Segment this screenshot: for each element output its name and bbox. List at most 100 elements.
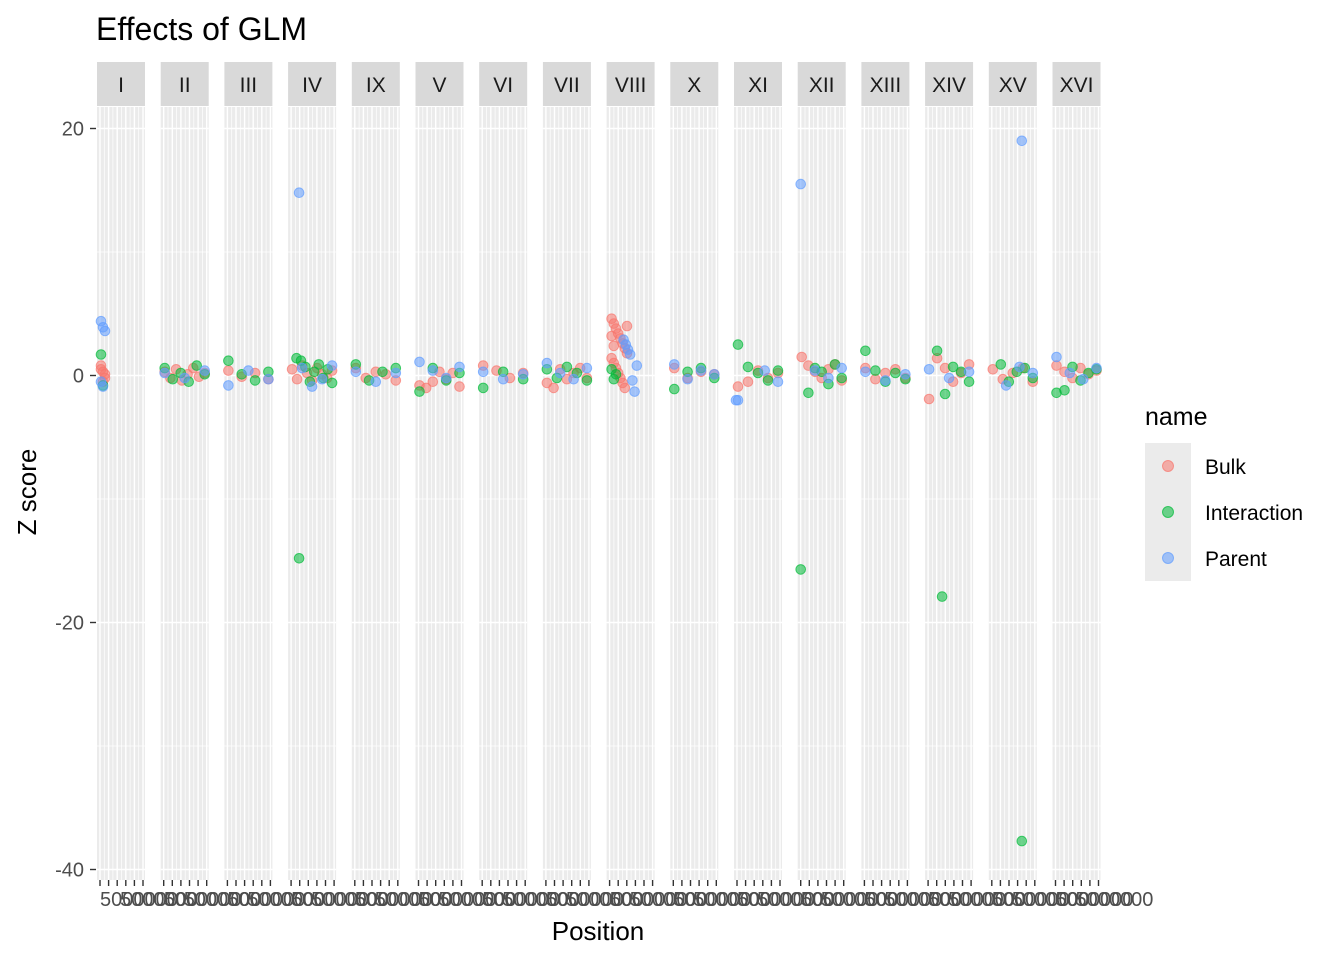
data-point-interaction (762, 375, 774, 386)
data-point-parent (541, 357, 553, 369)
x-tick-label: 5000000 (184, 889, 262, 911)
data-point-parent (923, 364, 935, 375)
chart-title: Effects of GLM (96, 11, 307, 47)
y-axis-title: Z score (12, 449, 42, 536)
data-point-parent (1051, 351, 1062, 363)
data-point-parent (880, 375, 891, 386)
data-point-parent (624, 349, 636, 360)
x-tick-label: 5000000 (482, 889, 560, 911)
data-point-parent (477, 366, 489, 378)
data-point-parent (263, 373, 274, 385)
data-point-interaction (931, 345, 943, 357)
facet-panel (670, 107, 719, 880)
data-point-parent (772, 376, 784, 388)
facet-strip-label: XIV (932, 74, 966, 97)
data-point-parent (943, 372, 955, 384)
data-point-parent (709, 369, 720, 380)
x-tick-label: 5000000 (801, 889, 879, 911)
data-point-interaction (860, 345, 871, 357)
x-tick-label: 5000000 (757, 889, 835, 911)
data-point-parent (809, 365, 821, 376)
facet-strip (988, 62, 1037, 106)
data-point-bulk (454, 381, 465, 392)
x-tick-label: 5000000 (502, 889, 580, 911)
data-point-interaction (191, 360, 202, 371)
facet-strip (97, 62, 145, 106)
facet-strip-label: XI (748, 74, 768, 97)
data-point-parent (199, 365, 210, 376)
x-tick-label: 5000000 (355, 889, 433, 911)
y-tick-label: 0 (73, 366, 84, 388)
facet-strip-label: X (687, 74, 701, 97)
data-point-parent (1016, 135, 1028, 147)
facet-panel (1052, 107, 1101, 880)
data-point-parent (1064, 367, 1076, 379)
data-point-interaction (610, 369, 622, 380)
data-point-parent (682, 373, 693, 385)
x-tick-label: 5000000 (1076, 889, 1154, 911)
data-point-interaction (313, 359, 325, 370)
data-point-interaction (795, 564, 807, 575)
data-point-interaction (803, 387, 814, 399)
facet-strip (925, 62, 974, 106)
data-point-parent (554, 367, 566, 379)
data-point-parent (390, 367, 402, 379)
points-layer (95, 135, 1102, 847)
facet-strip-label: XV (999, 74, 1027, 97)
data-point-parent (1027, 367, 1039, 379)
data-point-interaction (669, 383, 680, 395)
data-point-interaction (870, 365, 881, 376)
facet-panel (160, 107, 209, 880)
data-point-bulk (742, 376, 754, 388)
data-point-interaction (742, 361, 754, 373)
x-tick-label: 5000000 (375, 889, 453, 911)
x-tick-label: 5000000 (439, 889, 517, 911)
data-point-parent (350, 366, 362, 378)
data-point-bulk (608, 340, 620, 352)
y-tick-label: -40 (55, 860, 84, 882)
data-point-bulk (427, 376, 439, 388)
facet-strip (479, 62, 528, 106)
data-point-interaction (995, 359, 1007, 370)
x-tick-label: 5000000 (673, 889, 751, 911)
facet-panel (797, 107, 846, 880)
data-point-parent (306, 381, 318, 392)
y-axis: -40 -20 0 20 (55, 119, 96, 882)
facet-strip-label: I (118, 74, 124, 97)
x-tick-label: 5000000 (227, 889, 305, 911)
facet-strip-label: II (179, 74, 191, 97)
facet-panel (861, 107, 910, 880)
x-tick-label: 5000000 (1012, 889, 1090, 911)
x-tick-label: 5000000 (100, 889, 178, 911)
facet-panel (288, 107, 337, 880)
legend-label-interaction: Interaction (1205, 502, 1303, 525)
data-point-parent (454, 361, 465, 373)
data-point-interaction (936, 591, 948, 602)
facet-panel (224, 107, 273, 880)
data-point-interaction (477, 382, 489, 394)
data-point-interaction (377, 366, 388, 378)
data-point-parent (316, 373, 328, 385)
facet-strip (288, 62, 337, 106)
legend: name Bulk Interaction Parent (1145, 403, 1303, 581)
facet-strip-label: XIII (870, 74, 902, 97)
data-point-interaction (581, 375, 593, 386)
facet-strip (1052, 62, 1101, 106)
x-tick-label: 5000000 (864, 889, 942, 911)
facet-strip (224, 62, 273, 106)
facet-strip (542, 62, 591, 106)
data-point-parent (497, 373, 509, 385)
data-point-parent (1091, 362, 1102, 374)
data-point-interaction (167, 373, 178, 385)
facet-strip-label: V (432, 74, 446, 97)
data-point-parent (97, 381, 109, 392)
data-point-interaction (963, 376, 975, 388)
data-point-parent (759, 365, 771, 376)
data-point-interaction (732, 339, 744, 350)
data-point-interaction (1016, 835, 1028, 847)
data-point-parent (836, 362, 848, 374)
x-axis-title: Position (552, 916, 645, 946)
data-point-parent (568, 373, 579, 385)
x-tick-label: 5000000 (120, 889, 198, 911)
